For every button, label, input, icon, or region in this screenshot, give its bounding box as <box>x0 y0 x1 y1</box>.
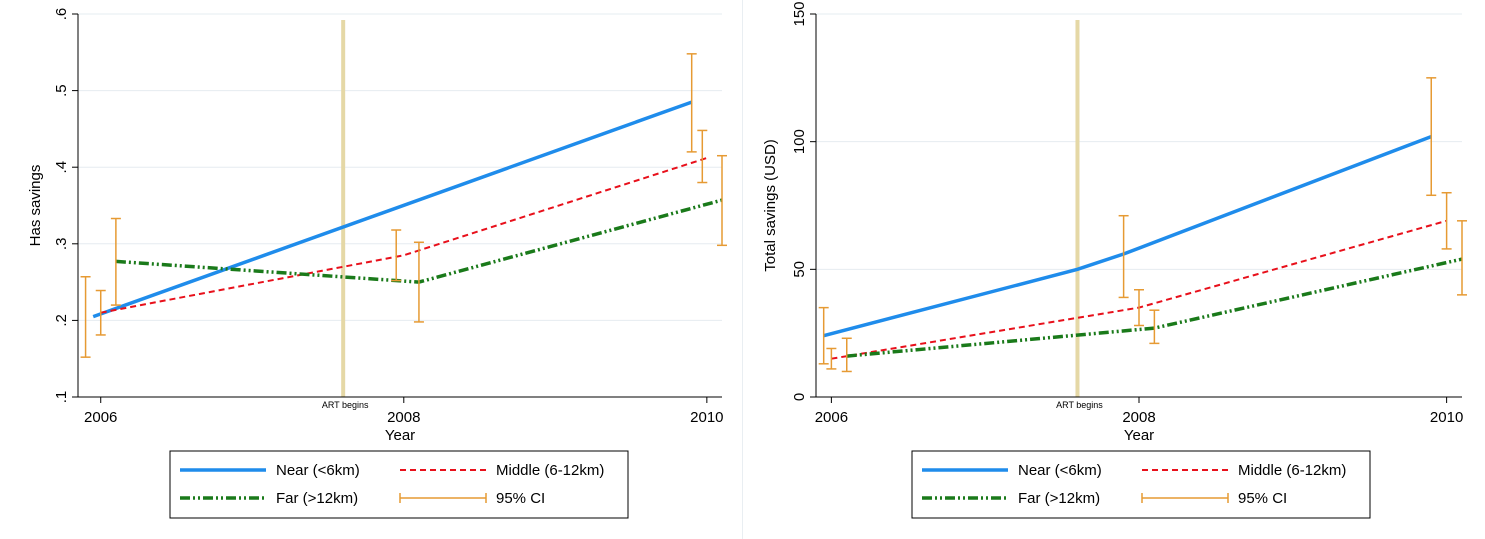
x-tick-label: 2010 <box>1430 409 1463 426</box>
y-tick-label: .6 <box>53 8 70 21</box>
series-line-near <box>92 100 693 319</box>
legend-label: Near (<6km) <box>276 462 360 479</box>
y-tick-label: .1 <box>53 391 70 404</box>
y-axis-title: Total savings (USD) <box>762 139 779 272</box>
y-tick-label: 150 <box>791 1 808 26</box>
chart-panel-has-savings: ART begins .1 .2 .3 .4 .5 .6 2006 2008 2010 Has sa… <box>0 0 742 539</box>
legend-label: Middle (6-12km) <box>1238 462 1346 479</box>
has-savings-chart: ART begins .1 .2 .3 .4 .5 .6 2006 2008 2010 Has sa… <box>27 8 727 519</box>
art-begins-label: ART begins <box>322 400 369 410</box>
x-axis-title: Year <box>385 427 415 444</box>
x-axis-title: Year <box>1124 427 1154 444</box>
y-tick-label: .4 <box>53 161 70 174</box>
legend-box <box>169 450 629 519</box>
legend-label: 95% CI <box>1238 490 1287 507</box>
legend-label: Middle (6-12km) <box>496 462 604 479</box>
series-line-near <box>823 134 1432 338</box>
total-savings-chart: ART begins 0 50 100 150 2006 2008 2010 Total sav… <box>762 1 1467 519</box>
y-tick-label: 50 <box>791 261 808 278</box>
x-tick-label: 2006 <box>84 409 117 426</box>
y-tick-label: 100 <box>791 129 808 154</box>
y-axis-title: Has savings <box>27 165 44 247</box>
legend-label: 95% CI <box>496 490 545 507</box>
y-tick-label: .5 <box>53 84 70 97</box>
x-tick-label: 2006 <box>815 409 848 426</box>
x-tick-label: 2010 <box>690 409 723 426</box>
y-tick-label: 0 <box>791 393 808 401</box>
legend-box <box>911 450 1371 519</box>
art-begins-label: ART begins <box>1056 400 1103 410</box>
legend-label: Far (>12km) <box>276 490 358 507</box>
x-tick-label: 2008 <box>387 409 420 426</box>
y-tick-label: .2 <box>53 314 70 327</box>
y-tick-label: .3 <box>53 238 70 251</box>
series-line-middle <box>100 157 708 314</box>
chart-panel-total-savings: ART begins 0 50 100 150 2006 2008 2010 Total sav… <box>743 0 1485 539</box>
x-tick-label: 2008 <box>1122 409 1155 426</box>
legend-label: Near (<6km) <box>1018 462 1102 479</box>
legend-label: Far (>12km) <box>1018 490 1100 507</box>
panel-divider <box>742 0 743 539</box>
